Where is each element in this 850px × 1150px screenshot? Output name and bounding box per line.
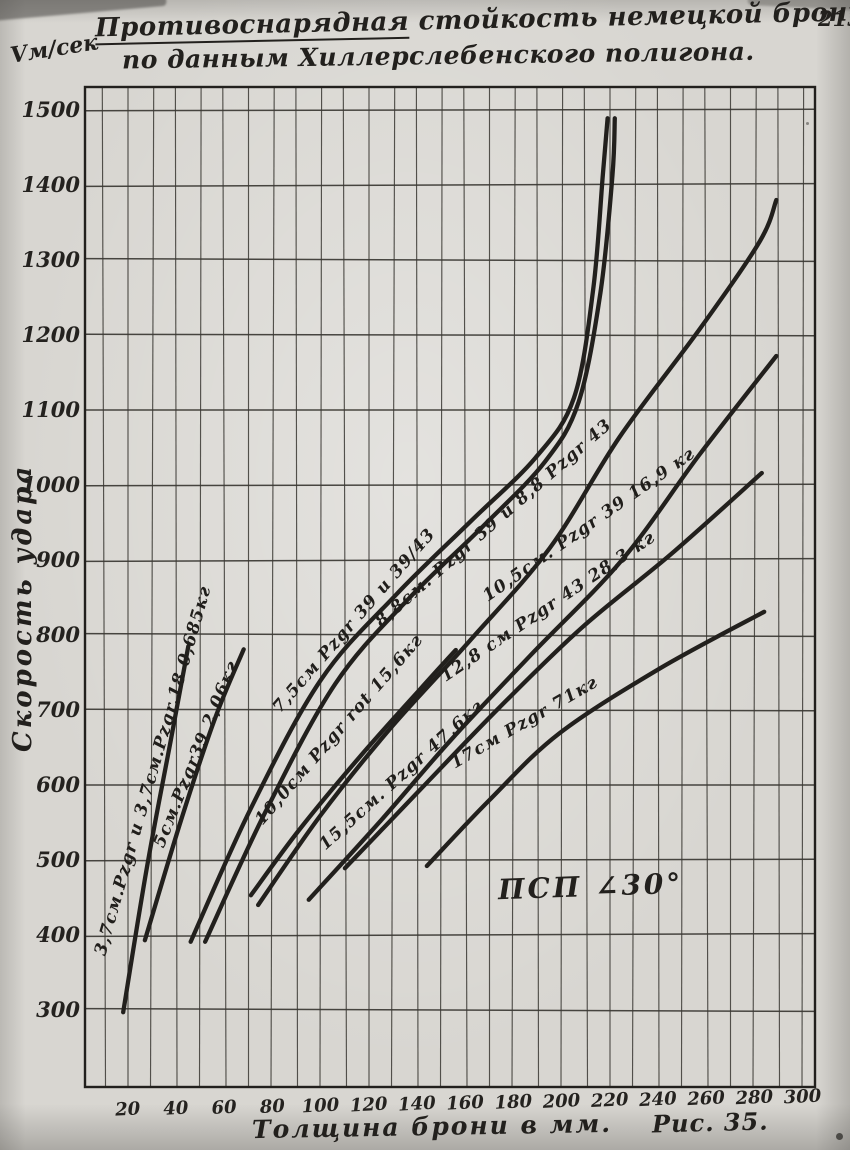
grid-line-v bbox=[777, 86, 781, 1088]
grid-line-v bbox=[319, 86, 323, 1088]
grid-line-v bbox=[174, 86, 178, 1088]
x-tick-label: 80 bbox=[258, 1096, 286, 1118]
curve-170 bbox=[424, 609, 767, 869]
x-tick-label: 260 bbox=[686, 1087, 726, 1110]
grid-line-v bbox=[222, 86, 227, 1088]
y-tick-label: 500 bbox=[36, 847, 80, 872]
curve-100rot bbox=[248, 647, 458, 898]
grid-line-v bbox=[583, 86, 589, 1088]
y-tick-label: 600 bbox=[36, 772, 80, 797]
x-tick-label: 240 bbox=[638, 1088, 678, 1111]
x-tick-label: 280 bbox=[734, 1086, 774, 1109]
grid-line-v bbox=[149, 86, 155, 1088]
x-tick-label: 140 bbox=[398, 1093, 437, 1116]
curve-155 bbox=[342, 470, 764, 871]
grid-line-h bbox=[84, 182, 816, 188]
x-tick-label: 40 bbox=[163, 1097, 190, 1119]
grid-line-v bbox=[560, 86, 564, 1088]
x-tick-label: 300 bbox=[783, 1085, 822, 1108]
x-tick-label: 220 bbox=[589, 1089, 629, 1112]
curve-label-75: 7,5см Pzgr 39 и 39/43 bbox=[269, 524, 440, 717]
y-tick-label: 400 bbox=[36, 922, 80, 947]
x-tick-label: 100 bbox=[301, 1094, 340, 1117]
grid-line-v bbox=[536, 86, 540, 1088]
grid-line-v bbox=[463, 86, 468, 1088]
grid-line-v bbox=[752, 86, 757, 1088]
grid-line-v bbox=[270, 86, 275, 1088]
grid-line-v bbox=[101, 86, 107, 1088]
curve-128 bbox=[306, 353, 779, 902]
grid-line-v bbox=[656, 86, 660, 1088]
grid-line-v bbox=[511, 86, 516, 1088]
x-tick-label: 120 bbox=[349, 1094, 388, 1117]
y-tick-label: 300 bbox=[36, 997, 80, 1022]
grid-line-v bbox=[704, 86, 709, 1088]
grid-line-v bbox=[680, 86, 684, 1088]
grid-line-v bbox=[439, 86, 443, 1088]
x-tick-label: 180 bbox=[494, 1091, 533, 1114]
grid-line-v bbox=[342, 86, 348, 1088]
y-tick-label: 1100 bbox=[22, 397, 81, 422]
y-tick-label: 1300 bbox=[22, 247, 81, 272]
curve-75 bbox=[188, 116, 610, 944]
grid-line-h bbox=[84, 483, 816, 487]
grid-line-h bbox=[84, 858, 816, 862]
curve-105 bbox=[255, 197, 779, 908]
grid-line-h bbox=[84, 108, 816, 112]
paper-speck-2 bbox=[806, 122, 809, 125]
curve-50 bbox=[142, 647, 246, 943]
curve-88 bbox=[202, 116, 617, 944]
paper-speck bbox=[836, 1133, 843, 1140]
figure-caption: Рис. 35. bbox=[651, 1106, 769, 1139]
angle-annotation: ПСП ∠30° bbox=[497, 866, 684, 907]
grid-line-v bbox=[801, 86, 805, 1088]
y-tick-label: 1400 bbox=[22, 172, 81, 197]
grid-line-h bbox=[84, 708, 816, 712]
grid-line-v bbox=[295, 86, 299, 1088]
x-tick-label: 160 bbox=[446, 1092, 485, 1115]
x-tick-label: 200 bbox=[541, 1090, 581, 1113]
y-tick-label: 700 bbox=[36, 697, 80, 722]
x-tick-label: 20 bbox=[114, 1098, 142, 1120]
y-tick-label: 800 bbox=[35, 622, 80, 647]
grid-line-h bbox=[84, 632, 816, 638]
page-number: 213 bbox=[818, 6, 850, 31]
plot-border bbox=[83, 85, 817, 1089]
curve-37 bbox=[121, 644, 191, 1015]
y-tick-label: 1200 bbox=[22, 322, 81, 347]
y-tick-label: 1000 bbox=[22, 472, 81, 497]
grid-line-h bbox=[84, 1007, 816, 1013]
y-tick-label: 900 bbox=[36, 547, 80, 572]
x-tick-label: 60 bbox=[211, 1097, 238, 1119]
grid-line-v bbox=[390, 86, 396, 1088]
grid-line-h bbox=[84, 257, 816, 263]
y-tick-label: 1500 bbox=[22, 97, 81, 122]
